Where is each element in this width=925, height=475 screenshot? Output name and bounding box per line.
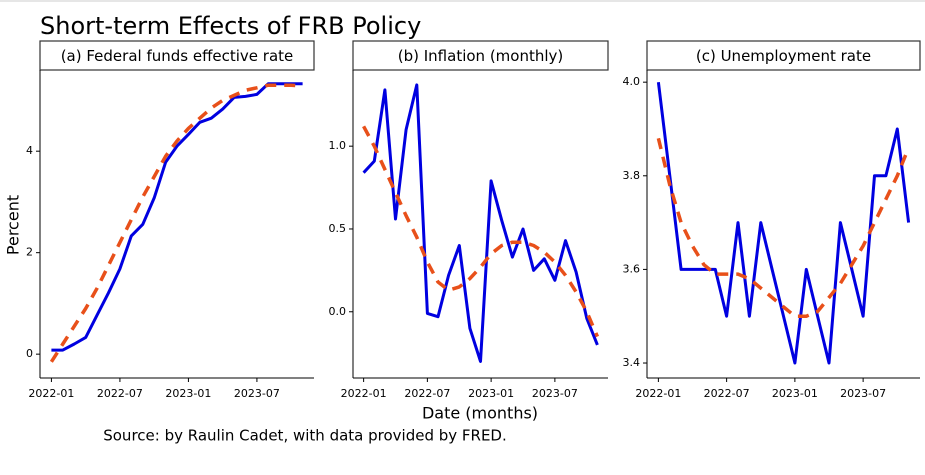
x-tick-label: 2023-01	[772, 387, 818, 400]
y-tick-label: 3.6	[623, 262, 641, 275]
y-tick-label: 2	[26, 246, 33, 259]
y-tick-label: 1.0	[329, 139, 347, 152]
x-tick-label: 2023-01	[468, 387, 514, 400]
trend-line	[49, 83, 303, 363]
panel-title: (c) Unemployment rate	[696, 47, 871, 65]
strip-box	[39, 40, 315, 71]
panel-title: (b) Inflation (monthly)	[398, 47, 564, 65]
y-tick-label: 3.4	[623, 356, 641, 369]
strip-box	[646, 40, 921, 71]
x-tick-label: 2022-07	[97, 387, 143, 400]
trend-line	[362, 125, 600, 338]
x-tick-label: 2023-07	[840, 387, 886, 400]
figure-title: Short-term Effects of FRB Policy	[40, 12, 421, 40]
x-axis-label: Date (months)	[422, 404, 538, 423]
x-tick-label: 2022-07	[404, 387, 450, 400]
data-line	[362, 83, 599, 363]
x-tick-label: 2022-01	[635, 387, 681, 400]
strip-box	[352, 40, 609, 71]
y-tick-label: 0	[26, 347, 33, 360]
x-tick-label: 2022-07	[704, 387, 750, 400]
data-line	[656, 82, 911, 365]
x-tick-label: 2022-01	[341, 387, 387, 400]
y-tick-label: 4	[26, 144, 33, 157]
source-note: Source: by Raulin Cadet, with data provi…	[103, 427, 507, 445]
x-tick-label: 2022-01	[28, 387, 74, 400]
x-tick-label: 2023-07	[234, 387, 280, 400]
y-tick-label: 0.0	[329, 305, 347, 318]
y-tick-label: 0.5	[329, 222, 347, 235]
data-line	[51, 82, 303, 352]
trend-line	[656, 137, 911, 318]
x-tick-label: 2023-01	[165, 387, 211, 400]
x-tick-label: 2023-07	[532, 387, 578, 400]
y-tick-label: 3.8	[623, 169, 641, 182]
y-axis-label: Percent	[4, 195, 23, 255]
panel-title: (a) Federal funds effective rate	[61, 47, 294, 65]
y-tick-label: 4.0	[623, 75, 641, 88]
